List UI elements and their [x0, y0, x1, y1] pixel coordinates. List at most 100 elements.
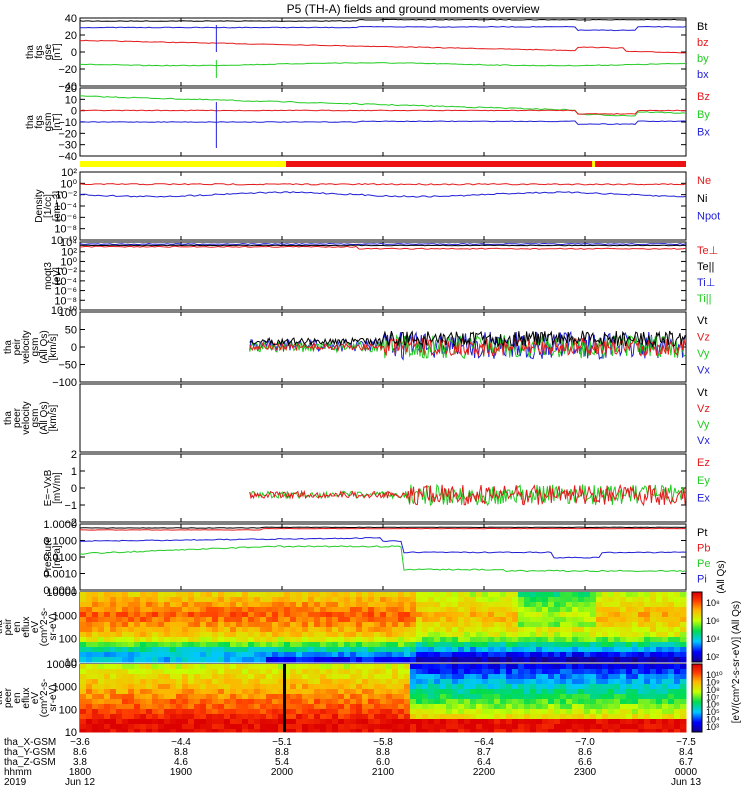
colorbar-step: [692, 707, 702, 709]
colorbar-step: [692, 630, 702, 632]
trace-Vt: [249, 330, 686, 348]
colorbar-step: [692, 701, 702, 703]
y-axis-label: [cm−3]: [52, 191, 63, 222]
colorbar-step: [692, 608, 702, 610]
colorbar-step: [692, 634, 702, 636]
y-tick-label: 10⁻²: [55, 190, 77, 202]
colorbar-step: [692, 697, 702, 699]
trace-Npot: [79, 191, 687, 198]
y-tick-label: −2: [64, 517, 77, 529]
y-tick-label: 1: [71, 466, 77, 478]
y-tick-label: 10: [65, 727, 77, 739]
y-tick-label: 0.0100: [43, 552, 77, 564]
y-tick-label: 100: [59, 704, 77, 716]
colorbar-step: [692, 622, 702, 624]
trace-Pe: [79, 545, 687, 573]
x-row-label: tha_Y-GSM: [4, 747, 55, 758]
colorbar-step: [692, 638, 702, 640]
colorbar-step: [692, 677, 702, 679]
y-axis-label: [nT]: [52, 43, 63, 60]
panel-traces: [79, 18, 703, 733]
colorbar-tick-label: 10⁶: [706, 616, 720, 626]
y-axis-label: peir: [12, 338, 23, 355]
colorbar-step: [692, 601, 702, 603]
legend-entry: Pi: [697, 574, 707, 586]
y-axis-label: eV: [30, 692, 41, 705]
panel-frame: [79, 171, 687, 241]
y-axis-label: [km/s]: [48, 404, 59, 431]
x-tick-label: 6.7: [679, 757, 693, 768]
x-tick-label: 8.7: [477, 747, 491, 758]
colorbar: [691, 663, 703, 733]
x-row-label: tha_Z-GSM: [4, 757, 56, 768]
colorbar-step: [692, 648, 702, 650]
legend-entry: Bz: [697, 91, 710, 103]
colorbar-step: [692, 675, 702, 677]
colorbar-step: [692, 720, 702, 722]
trace-Pt: [79, 526, 687, 529]
colorbar-step: [692, 633, 702, 635]
y-tick-label: 10²: [61, 167, 77, 179]
x-tick-label: −6.4: [474, 737, 494, 748]
colorbar-step: [692, 730, 702, 732]
colorbar-step: [692, 612, 702, 614]
x-row-label: tha_X-GSM: [4, 737, 56, 748]
legend-entry: Vx: [697, 435, 710, 447]
colorbar-step: [692, 716, 702, 718]
y-axis-label: velocity: [21, 401, 32, 434]
colorbar-step: [692, 691, 702, 693]
colorbar-step: [692, 595, 702, 597]
x-tick-label: 4.6: [174, 757, 188, 768]
y-tick-label: 10⁻⁶: [54, 286, 77, 298]
legend-entry: Ne: [697, 175, 711, 187]
panel-frame: [79, 383, 687, 453]
panel-frame: [79, 17, 687, 87]
x-tick-label: 1800: [69, 767, 92, 778]
colorbar-step: [692, 718, 702, 720]
colorbar-step: [692, 721, 702, 723]
y-axis-label: gse: [43, 44, 54, 61]
colorbar-step: [692, 602, 702, 604]
colorbar-step: [692, 594, 702, 596]
colorbar-step: [692, 674, 702, 676]
colorbar-step: [692, 613, 702, 615]
legend-entry: By: [697, 109, 710, 121]
y-tick-label: 50: [65, 325, 77, 337]
y-axis-label: (cm^2-s-: [39, 608, 50, 647]
y-axis-label: Density: [34, 189, 45, 222]
y-tick-label: −20: [58, 64, 77, 76]
legend-entry: Vy: [697, 348, 710, 360]
colorbar-step: [692, 609, 702, 611]
colorbar-step: [692, 593, 702, 595]
colorbar-step: [692, 611, 702, 613]
colorbar: [691, 591, 703, 663]
y-tick-label: 100: [59, 634, 77, 646]
trace-Vz: [249, 336, 686, 358]
colorbar-step: [692, 692, 702, 694]
colorbar-step: [692, 680, 702, 682]
colorbar-step: [692, 647, 702, 649]
x-tick-label: −5.1: [272, 737, 292, 748]
y-tick-label: −50: [58, 360, 77, 372]
trace-bz: [79, 39, 687, 54]
colorbar-step: [692, 699, 702, 701]
legend-entry: bz: [697, 37, 709, 49]
panel-frame: [79, 453, 687, 523]
y-tick-label: 10⁻¹⁰: [51, 235, 78, 247]
x-tick-label: −7.0: [575, 737, 595, 748]
legend-entry: Ey: [697, 475, 710, 487]
colorbar-step: [692, 599, 702, 601]
colorbar-step: [692, 643, 702, 645]
y-axis-label: [km/s]: [48, 333, 59, 360]
legend-entry: Npot: [697, 211, 720, 223]
colorbar-step: [692, 610, 702, 612]
y-tick-label: 100: [59, 307, 77, 319]
colorbar-tick-label: 10⁷: [706, 692, 719, 702]
y-axis-label: peer: [12, 407, 23, 428]
colorbar-step: [692, 641, 702, 643]
colorbar-step: [692, 616, 702, 618]
y-tick-label: 10⁰: [60, 178, 77, 190]
x-axis: tha_X-GSMtha_Y-GSMtha_Z-GSMhhmm2019−3.68…: [4, 737, 701, 788]
x-tick-label: −3.6: [70, 737, 90, 748]
colorbar-step: [692, 635, 702, 637]
